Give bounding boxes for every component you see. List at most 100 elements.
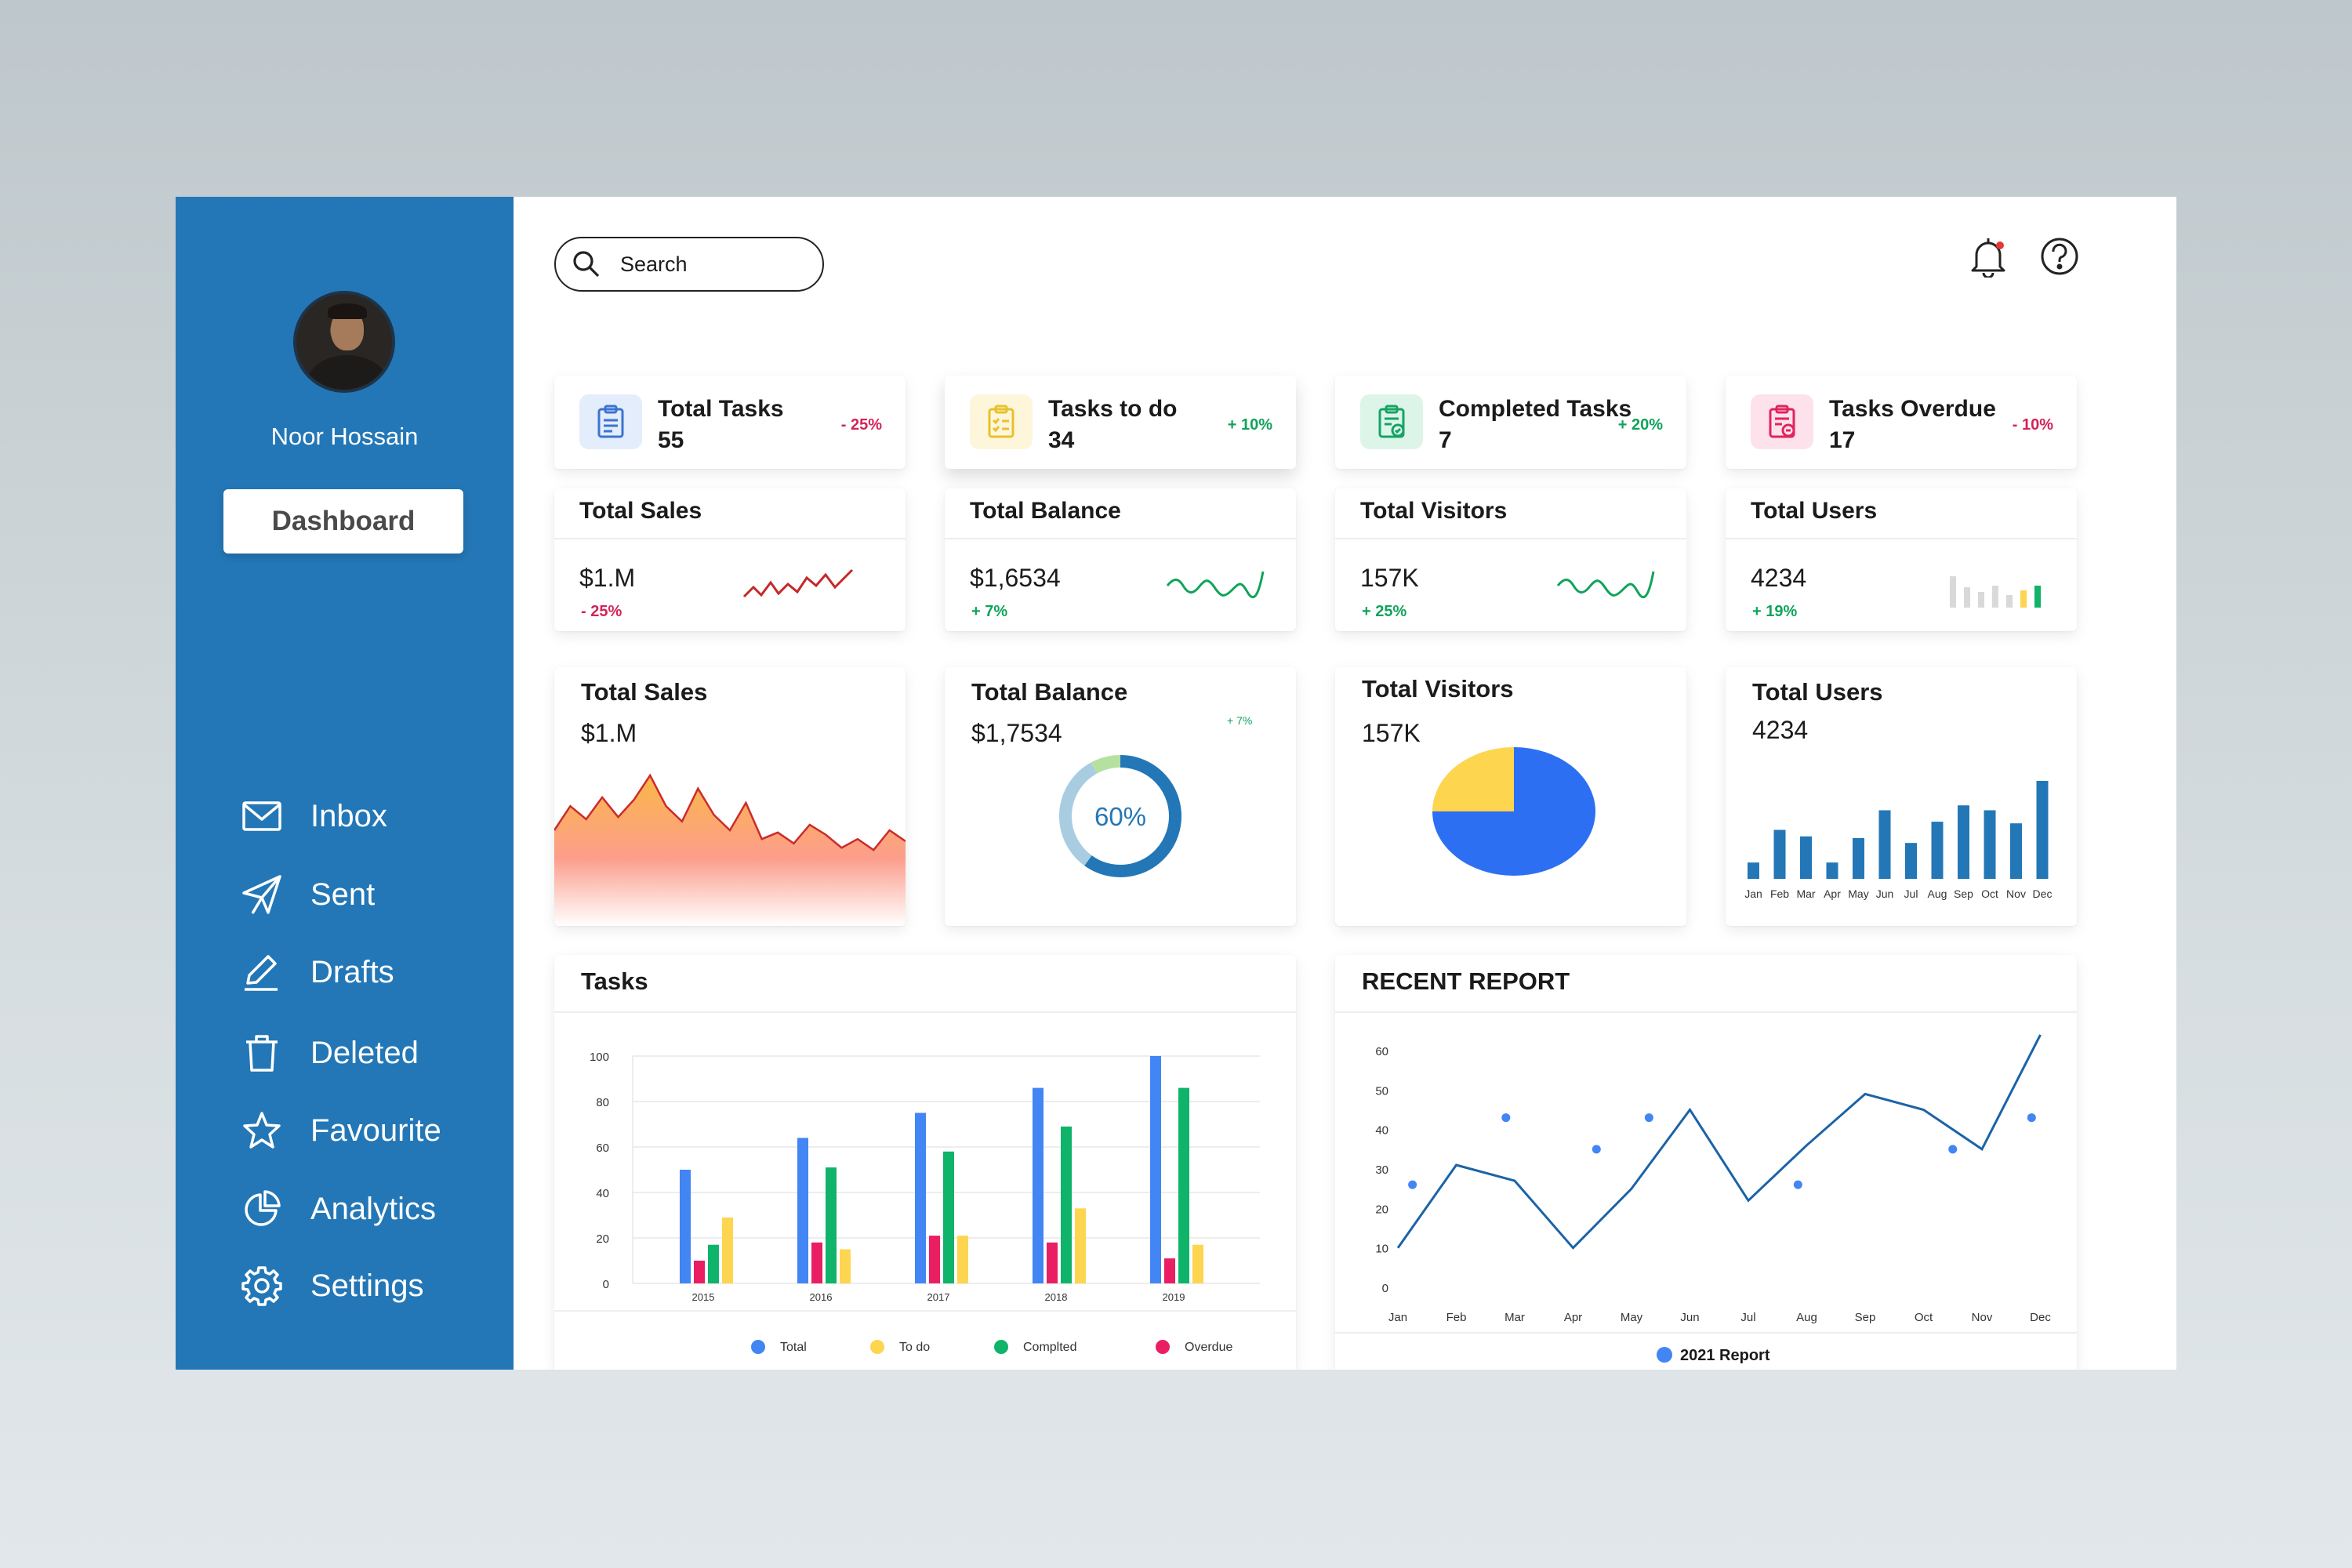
scatter-point	[1948, 1145, 1958, 1154]
donut-segment	[1084, 755, 1181, 877]
bar	[1931, 822, 1944, 879]
chart-card-total-visitors[interactable]: Total Visitors 157K	[1335, 667, 1686, 926]
bar	[1826, 862, 1838, 879]
scatter-point	[2027, 1113, 2036, 1123]
stat-card-tasks-to-do[interactable]: Tasks to do 34 + 10%	[945, 376, 1296, 469]
legend-marker	[751, 1340, 765, 1354]
clipboard-alert-icon	[1769, 405, 1795, 438]
mini-value: 157K	[1360, 564, 1419, 592]
x-tick-label: Jul	[1904, 887, 1918, 900]
x-tick-label: Jul	[1740, 1311, 1755, 1324]
x-tick-label: Dec	[2033, 887, 2053, 900]
legend-label: Complted	[1023, 1341, 1076, 1354]
bar	[1748, 862, 1759, 879]
y-tick-label: 20	[1375, 1203, 1388, 1216]
bar	[943, 1151, 954, 1283]
x-tick-label: Jan	[1388, 1311, 1407, 1324]
search-input[interactable]: Search	[554, 237, 824, 292]
stat-card-tasks-overdue[interactable]: Tasks Overdue 17 - 10%	[1726, 376, 2077, 469]
sidebar-item-favourite[interactable]: Favourite	[241, 1105, 441, 1156]
x-tick-label: 2015	[692, 1291, 715, 1303]
bar	[797, 1138, 808, 1283]
send-icon	[242, 875, 281, 914]
help-icon[interactable]	[2038, 235, 2081, 278]
stat-change: - 10%	[2012, 416, 2053, 434]
mini-card-total-balance[interactable]: Total Balance $1,6534 + 7%	[945, 488, 1296, 631]
sidebar-item-analytics[interactable]: Analytics	[241, 1184, 436, 1234]
sidebar-item-deleted[interactable]: Deleted	[241, 1028, 419, 1078]
x-tick-label: 2016	[810, 1291, 833, 1303]
chart-title: Total Visitors	[1362, 675, 1514, 702]
mini-card-total-sales[interactable]: Total Sales $1.M - 25%	[554, 488, 906, 631]
stat-title: Total Tasks	[658, 396, 784, 422]
stat-value: 34	[1048, 427, 1075, 453]
bar	[1800, 836, 1812, 879]
x-tick-label: Nov	[2006, 887, 2026, 900]
y-tick-label: 40	[596, 1187, 609, 1200]
legend-marker	[1657, 1347, 1672, 1363]
sidebar-item-drafts[interactable]: Drafts	[241, 947, 394, 997]
x-tick-label: Mar	[1796, 887, 1815, 900]
clipboard-icon	[597, 405, 624, 438]
legend-label: Overdue	[1185, 1341, 1232, 1354]
x-tick-label: Mar	[1504, 1311, 1525, 1324]
stat-change: + 10%	[1227, 416, 1272, 434]
stat-value: 55	[658, 427, 684, 453]
sidebar-item-settings[interactable]: Settings	[241, 1261, 424, 1311]
mini-title: Total Users	[1751, 498, 1878, 524]
recent-report-card[interactable]: RECENT REPORT 0 10 20 30 40 50 60 Jan Feb Mar Apr M…	[1335, 955, 2077, 1370]
stat-value: 7	[1439, 427, 1452, 453]
pie-chart-icon	[245, 1190, 281, 1226]
stat-card-completed-tasks[interactable]: Completed Tasks 7 + 20%	[1335, 376, 1686, 469]
sidebar-item-label: Favourite	[310, 1112, 441, 1148]
mini-change: + 25%	[1362, 603, 1407, 620]
dashboard-button[interactable]: Dashboard	[223, 489, 463, 554]
chart-value: $1,7534	[971, 719, 1062, 747]
users-bar-chart: Jan Feb Mar Apr May Jun Jul Aug Sep Oct Nov Dec	[1744, 781, 2053, 900]
bar	[1033, 1087, 1044, 1283]
sidebar-item-sent[interactable]: Sent	[241, 869, 375, 920]
stat-title: Tasks to do	[1048, 396, 1178, 422]
x-tick-label: 2018	[1045, 1291, 1068, 1303]
bar	[915, 1112, 926, 1283]
x-tick-label: Feb	[1446, 1311, 1467, 1324]
y-tick-label: 40	[1375, 1124, 1388, 1138]
donut-segment	[1091, 755, 1121, 774]
mini-change: + 7%	[971, 603, 1008, 620]
mini-title: Total Sales	[579, 498, 702, 524]
bar	[1178, 1087, 1189, 1283]
chart-value: 4234	[1752, 716, 1809, 744]
mini-change: - 25%	[581, 603, 622, 620]
bar	[929, 1236, 940, 1283]
sidebar-item-inbox[interactable]: Inbox	[241, 791, 387, 841]
y-tick-label: 0	[603, 1278, 609, 1291]
chart-card-total-sales[interactable]: Total Sales $1.M	[554, 667, 906, 926]
mini-bars-users	[1950, 576, 2041, 608]
tasks-card[interactable]: Tasks 0 20 40 60 80 100 2015 2016 2017 2018 2019 To…	[554, 955, 1296, 1370]
x-tick-label: 2019	[1163, 1291, 1185, 1303]
star-icon	[243, 1112, 281, 1149]
bar	[722, 1217, 733, 1283]
mini-card-total-users[interactable]: Total Users 4234 + 19%	[1726, 488, 2077, 631]
scatter-point	[1501, 1113, 1511, 1123]
sparkline-balance	[1166, 571, 1265, 598]
stat-card-total-tasks[interactable]: Total Tasks 55 - 25%	[554, 376, 906, 469]
clipboard-check-icon	[1378, 405, 1405, 438]
bar	[840, 1249, 851, 1283]
bar	[957, 1236, 968, 1283]
mini-title: Total Balance	[970, 498, 1121, 524]
scatter-point	[1793, 1180, 1802, 1189]
bar	[680, 1170, 691, 1283]
bell-icon[interactable]	[1967, 235, 2009, 278]
chart-card-total-balance[interactable]: Total Balance $1,7534 + 7% 60%	[945, 667, 1296, 926]
avatar[interactable]	[293, 291, 395, 393]
pie-slice	[1432, 747, 1514, 811]
stat-value: 17	[1829, 427, 1856, 453]
mini-card-total-visitors[interactable]: Total Visitors 157K + 25%	[1335, 488, 1686, 631]
bar	[694, 1261, 705, 1283]
sparkline-visitors	[1556, 571, 1655, 598]
bar	[1773, 829, 1786, 879]
checklist-icon	[988, 405, 1014, 438]
chart-card-total-users[interactable]: Total Users 4234 Jan Feb Mar Apr May Jun Jul Au…	[1726, 667, 2077, 926]
sidebar-item-label: Deleted	[310, 1035, 419, 1070]
